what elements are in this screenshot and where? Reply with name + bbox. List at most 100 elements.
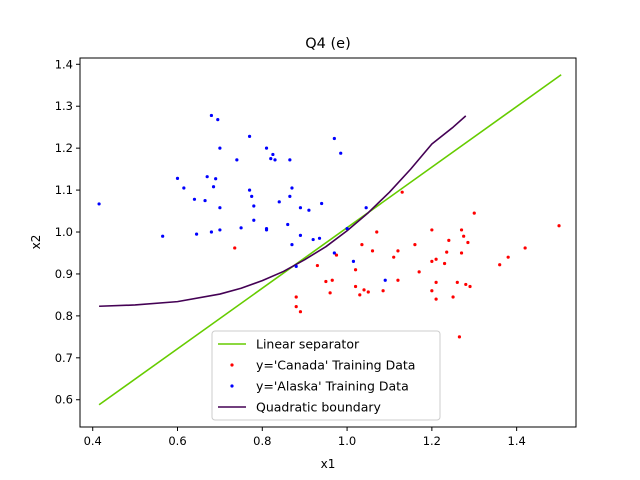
canada-point — [294, 295, 298, 299]
alaska-point — [288, 158, 292, 162]
canada-point — [353, 284, 358, 289]
x-axis: 0.4 0.6 0.8 1.0 1.2 1.4 — [84, 427, 526, 448]
x-tick-label: 1.0 — [338, 434, 356, 448]
alaska-point — [192, 197, 197, 201]
legend-label-y-canada-training-data: y='Canada' Training Data — [256, 358, 415, 373]
alaska-point — [286, 222, 290, 227]
canada-point — [462, 234, 466, 238]
alaska-point — [194, 232, 199, 236]
canada-point — [328, 291, 332, 295]
canada-point — [353, 268, 358, 272]
alaska-point — [214, 177, 218, 181]
canada-point — [472, 211, 476, 215]
canada-point — [360, 243, 364, 247]
chart-title: Q4 (e) — [305, 36, 350, 52]
y-tick-label: 1.4 — [55, 57, 73, 71]
canada-point — [459, 251, 464, 255]
canada-point — [434, 257, 438, 261]
legend-label-quadratic-boundary: Quadratic boundary — [256, 400, 382, 415]
alaska-point — [290, 186, 294, 190]
alaska-point — [175, 176, 180, 180]
alaska-point — [209, 113, 214, 118]
alaska-point — [311, 237, 315, 242]
x-tick-label: 0.4 — [84, 434, 102, 448]
legend-label-linear-separator: Linear separator — [256, 337, 360, 352]
canada-point — [430, 228, 434, 232]
canada-point — [459, 228, 464, 232]
canada-point — [294, 305, 298, 309]
x-tick-label: 1.2 — [423, 434, 441, 448]
alaska-point — [307, 208, 311, 212]
alaska-point — [269, 157, 273, 161]
x-tick-label: 1.4 — [508, 434, 526, 448]
series-layer — [97, 74, 562, 406]
alaska-point — [345, 227, 349, 231]
legend-label-y-alaska-training-data: y='Alaska' Training Data — [256, 379, 409, 394]
x-tick-label: 0.6 — [168, 434, 186, 448]
canada-point — [375, 230, 379, 234]
y-axis: 0.6 0.7 0.8 0.9 1.0 1.1 1.2 1.3 1.4 — [55, 57, 80, 407]
alaska-point — [211, 185, 216, 189]
canada-point — [498, 263, 502, 267]
canada-point — [468, 284, 472, 289]
canada-point — [455, 280, 459, 284]
alaska-point — [364, 206, 368, 210]
canada-point — [358, 293, 362, 297]
y-tick-label: 1.0 — [55, 225, 73, 239]
x-axis-label: x1 — [321, 457, 336, 471]
linear-separator-line — [98, 74, 562, 406]
alaska-point — [161, 234, 165, 238]
canada-point — [324, 279, 328, 284]
canada-point — [366, 290, 370, 294]
alaska-point — [290, 243, 294, 247]
canada-point — [457, 335, 462, 339]
alaska-point — [383, 278, 387, 282]
alaska-point — [271, 152, 275, 157]
alaska-point — [182, 186, 186, 190]
alaska-point — [209, 230, 214, 234]
canada-point — [417, 270, 421, 274]
canada-point — [442, 261, 447, 266]
canada-point — [315, 263, 319, 268]
alaska-point — [351, 259, 356, 263]
canada-point — [334, 253, 339, 257]
canada-point — [523, 246, 527, 250]
legend-items: Linear separator y='Canada' Training Data… — [218, 337, 415, 415]
canada-point — [298, 310, 303, 314]
canada-point — [413, 243, 417, 247]
alaska-point — [247, 188, 252, 192]
alaska-point — [273, 158, 277, 162]
y-tick-label: 0.6 — [55, 393, 73, 407]
alaska-point — [216, 118, 220, 122]
legend-swatch-y-alaska-training-data — [230, 384, 234, 388]
canada-point — [430, 289, 434, 293]
alaska-point — [277, 200, 281, 204]
plot-frame — [79, 57, 577, 428]
alaska-point — [288, 194, 292, 198]
canada-point — [464, 282, 468, 287]
canada-point — [506, 255, 510, 259]
y-tick-label: 1.3 — [55, 99, 73, 113]
canada-point — [396, 278, 400, 282]
alaska-point — [252, 204, 256, 208]
canada-point — [381, 289, 385, 293]
alaska-point — [203, 198, 207, 203]
canada-point — [233, 246, 237, 250]
alaska-point — [332, 136, 336, 141]
alaska-point — [235, 158, 239, 162]
canada-point — [451, 295, 455, 299]
alaska-point — [298, 233, 303, 237]
y-tick-label: 1.2 — [55, 141, 73, 155]
canada-point — [430, 259, 434, 263]
canada-point — [434, 280, 438, 284]
alaska-point — [250, 194, 254, 198]
alaska-point — [298, 206, 303, 210]
x-tick-label: 0.8 — [253, 434, 271, 448]
alaska-point — [218, 146, 222, 150]
y-tick-label: 0.8 — [55, 309, 73, 323]
plot-area: 0.4 0.6 0.8 1.0 1.2 1.4 0.6 0.7 0.8 0.9 1.0 1.1 1.2… — [55, 57, 577, 448]
alaska-point — [239, 226, 243, 230]
alaska-point — [320, 201, 324, 206]
canada-point — [557, 224, 561, 228]
